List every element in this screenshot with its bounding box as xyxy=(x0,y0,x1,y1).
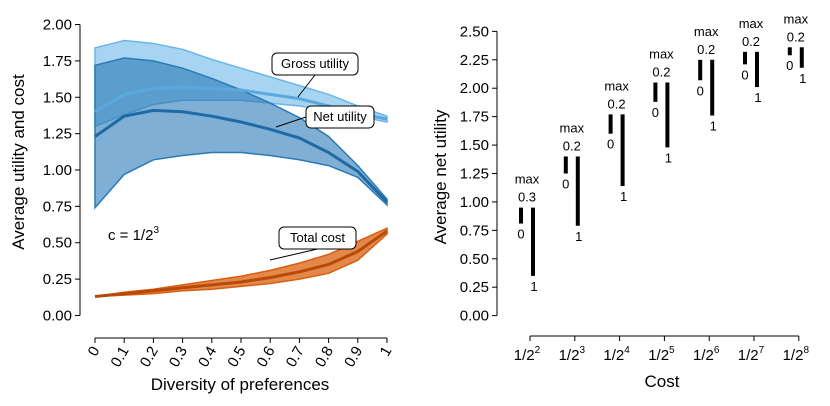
series-label: Gross utility xyxy=(281,56,349,71)
interval-top-value: 0.2 xyxy=(697,42,715,57)
left-x-tick-label: 0.2 xyxy=(137,344,162,371)
left-y-tick-label: 0.50 xyxy=(43,235,72,252)
label-leader xyxy=(297,74,316,98)
interval-top-value: 0.2 xyxy=(652,65,670,80)
right-x-tick-label: 1/26 xyxy=(693,345,720,364)
interval-max-label: max xyxy=(649,47,674,62)
left-series-labels: Gross utility Net utility Total cost xyxy=(269,52,375,261)
right-y-tick-label: 0.00 xyxy=(460,308,489,325)
right-x-tick-label: 1/22 xyxy=(514,345,541,364)
left-x-tick-label: 0.4 xyxy=(195,344,220,371)
right-y-tick-label: 2.50 xyxy=(460,23,489,40)
right-x-tick-label: 1/23 xyxy=(559,345,586,364)
interval-right-label: 1 xyxy=(665,150,672,165)
cost-annotation: c = 1/23 xyxy=(108,225,159,244)
right-x-tick-label: 1/28 xyxy=(783,345,810,364)
interval-right-label: 1 xyxy=(799,71,806,86)
band-1 xyxy=(94,57,388,210)
interval-top-value: 0.2 xyxy=(563,138,581,153)
left-x-tick-label: 0.1 xyxy=(108,344,133,371)
interval-max-label: max xyxy=(604,78,629,93)
left-x-tick-label: 0.6 xyxy=(254,344,279,371)
interval-top-value: 0.2 xyxy=(608,96,626,111)
right-y-tick-label: 2.00 xyxy=(460,80,489,97)
interval-left-label: 0 xyxy=(607,137,614,152)
interval-right-label: 1 xyxy=(575,229,582,244)
left-y-tick-label: 1.25 xyxy=(43,126,72,143)
right-chart: 0.00 0.25 0.50 0.75 1.00 1.25 1.50 1.75 2.00 2.25… xyxy=(431,11,809,391)
interval-top-value: 0.3 xyxy=(518,190,536,205)
interval-max-label: max xyxy=(784,11,809,26)
left-y-tick-label: 1.00 xyxy=(43,162,72,179)
series-label: Net utility xyxy=(313,109,367,124)
right-y-axis-title: Average net utility xyxy=(431,109,450,244)
left-y-tick-label: 0.75 xyxy=(43,198,72,215)
series-label-box xyxy=(305,105,375,129)
interval-left-label: 0 xyxy=(652,105,659,120)
series-label: Total cost xyxy=(290,230,345,245)
right-y-tick-label: 1.00 xyxy=(460,194,489,211)
interval-right-label: 1 xyxy=(754,90,761,105)
interval-top-value: 0.2 xyxy=(742,34,760,49)
interval-left-label: 0 xyxy=(517,227,524,242)
label-leader xyxy=(269,248,318,261)
interval-right-label: 1 xyxy=(530,279,537,294)
label-leader xyxy=(275,116,307,128)
right-x-tick-label: 1/27 xyxy=(738,345,765,364)
interval-left-label: 0 xyxy=(786,58,793,73)
right-x-tick-label: 1/25 xyxy=(648,345,675,364)
right-y-tick-label: 0.50 xyxy=(460,251,489,268)
interval-left-label: 0 xyxy=(741,67,748,82)
right-y-tick-label: 0.25 xyxy=(460,279,489,296)
mean-line-2 xyxy=(94,229,388,298)
left-y-tick-label: 2.00 xyxy=(43,17,72,34)
right-y-tick-label: 1.75 xyxy=(460,109,489,126)
series-label-box xyxy=(271,52,359,76)
right-y-tick-label: 0.75 xyxy=(460,222,489,239)
left-x-tick-label: 0.3 xyxy=(166,344,191,371)
right-y-tick-label: 1.50 xyxy=(460,137,489,154)
left-x-tick-label: 0.5 xyxy=(224,344,249,371)
interval-max-label: max xyxy=(739,16,764,31)
interval-max-label: max xyxy=(694,24,719,39)
left-x-tick-label: 0.9 xyxy=(341,344,366,371)
interval-right-label: 1 xyxy=(710,119,717,134)
right-intervals: max0.301max0.201max0.201max0.201max0.201… xyxy=(515,11,809,294)
left-x-tick-label: 1 xyxy=(377,344,396,360)
right-y-tick-label: 1.25 xyxy=(460,166,489,183)
right-axes: 0.00 0.25 0.50 0.75 1.00 1.25 1.50 1.75 2.00 2.25… xyxy=(460,23,810,364)
left-x-tick-label: 0.7 xyxy=(283,344,308,371)
right-y-tick-label: 2.25 xyxy=(460,52,489,69)
interval-top-value: 0.2 xyxy=(787,29,805,44)
right-x-axis-title: Cost xyxy=(645,372,680,391)
left-y-tick-label: 1.50 xyxy=(43,89,72,106)
interval-left-label: 0 xyxy=(562,177,569,192)
left-chart: 0.00 0.25 0.50 0.75 1.00 1.25 1.50 1.75 2.00 0 0.1… xyxy=(9,17,395,394)
interval-right-label: 1 xyxy=(620,189,627,204)
interval-max-label: max xyxy=(560,120,585,135)
left-y-tick-label: 1.75 xyxy=(43,53,72,70)
left-y-tick-label: 0.25 xyxy=(43,271,72,288)
series-label-box xyxy=(278,226,357,250)
left-x-tick-label: 0 xyxy=(85,344,104,360)
interval-max-label: max xyxy=(515,172,540,187)
left-y-axis-title: Average utility and cost xyxy=(9,74,28,250)
left-y-tick-label: 0.00 xyxy=(43,307,72,324)
right-x-tick-label: 1/24 xyxy=(603,345,630,364)
left-x-axis-title: Diversity of preferences xyxy=(151,375,330,394)
mean-line-1 xyxy=(94,108,389,204)
left-x-tick-label: 0.8 xyxy=(312,344,337,371)
interval-left-label: 0 xyxy=(697,83,704,98)
